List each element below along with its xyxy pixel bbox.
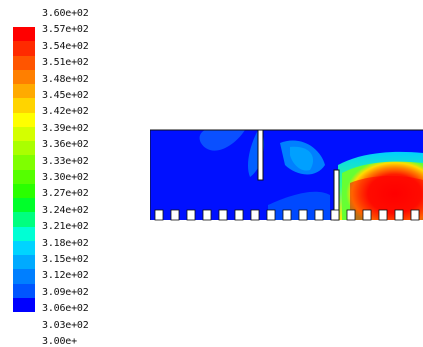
colorbar-swatch: [13, 55, 35, 70]
colorbar-tick-label: 3.00e+: [42, 336, 77, 347]
rib-notch: [186, 209, 196, 221]
rib-notch: [298, 209, 308, 221]
colorbar-tick-label: 3.33e+02: [42, 155, 89, 167]
domain-outline: [150, 129, 423, 220]
colorbar-swatch: [13, 240, 35, 255]
colorbar-swatch: [13, 226, 35, 241]
colorbar-swatch: [13, 27, 35, 42]
hot-core: [350, 175, 423, 220]
colorbar-tick-label: 3.03e+02: [42, 319, 89, 331]
rib-notch: [314, 209, 324, 221]
colorbar-swatch: [13, 98, 35, 113]
colorbar-tick-label: 3.06e+02: [42, 303, 89, 315]
rib-notch: [410, 209, 420, 221]
bottom-ribs: [154, 209, 420, 221]
colorbar-tick-label: 3.60e+02: [42, 8, 89, 19]
colorbar-swatch: [13, 155, 35, 170]
colorbar-swatch: [13, 112, 35, 127]
colorbar-swatch: [13, 198, 35, 213]
colorbar-tick-label: 3.18e+02: [42, 237, 89, 249]
colorbar-swatch: [13, 297, 35, 312]
colorbar-swatch: [13, 126, 35, 141]
colorbar-swatch: [13, 283, 35, 298]
colorbar-tick-label: 3.09e+02: [42, 286, 89, 298]
swirl-region-1: [199, 130, 245, 151]
colorbar-swatch: [13, 269, 35, 284]
swirl-region-4: [290, 146, 314, 171]
colorbar-tick-label: 3.45e+02: [42, 90, 89, 101]
colorbar-tick-label: 3.54e+02: [42, 40, 89, 52]
temperature-contour-plot: [150, 129, 423, 221]
rib-notch: [394, 209, 404, 221]
colorbar-tick-label: 3.48e+02: [42, 73, 89, 85]
rib-notch: [234, 209, 244, 221]
colorbar-labels: 3.60e+02 3.57e+02 3.54e+02 3.51e+02 3.48e+02…: [42, 8, 112, 347]
rib-notch: [154, 209, 164, 221]
colorbar-tick-label: 3.51e+02: [42, 57, 89, 69]
rib-notch: [170, 209, 180, 221]
colorbar-tick-label: 3.24e+02: [42, 204, 89, 216]
rib-notch: [378, 209, 388, 221]
colorbar-swatch: [13, 41, 35, 56]
rib-notch: [266, 209, 276, 221]
colorbar-tick-label: 3.27e+02: [42, 188, 89, 200]
colorbar-swatch: [13, 255, 35, 270]
colorbar-tick-label: 3.57e+02: [42, 24, 89, 36]
rib-notch: [218, 209, 228, 221]
colorbar-tick-label: 3.21e+02: [42, 221, 89, 233]
colorbar-tick-label: 3.39e+02: [42, 122, 89, 134]
colorbar-swatch: [13, 212, 35, 227]
colorbar-tick-label: 3.42e+02: [42, 106, 89, 118]
colorbar-swatch: [13, 84, 35, 99]
colorbar-swatch: [13, 141, 35, 156]
colorbar-swatch: [13, 69, 35, 84]
left-baffle: [257, 129, 264, 181]
rib-notch: [346, 209, 356, 221]
rib-notch: [282, 209, 292, 221]
colorbar-tick-label: 3.15e+02: [42, 254, 89, 265]
rib-notch: [202, 209, 212, 221]
colorbar-swatch: [13, 183, 35, 198]
colorbar-swatch: [13, 169, 35, 184]
colorbar-tick-label: 3.12e+02: [42, 270, 89, 282]
colorbar-tick-label: 3.30e+02: [42, 172, 89, 183]
colorbar-tick-label: 3.36e+02: [42, 139, 89, 151]
rib-notch: [362, 209, 372, 221]
rib-notch: [330, 209, 340, 221]
rib-notch: [250, 209, 260, 221]
colorbar: [13, 27, 35, 312]
